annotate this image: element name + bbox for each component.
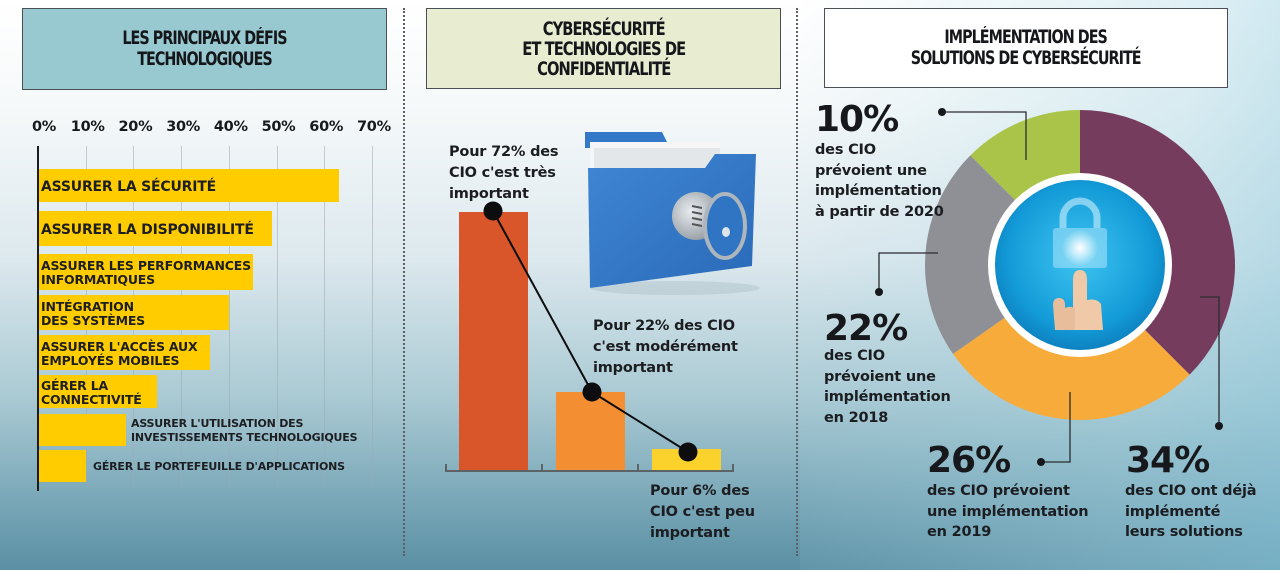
gridline [276,146,278,486]
padlock-hand-icon [988,173,1172,357]
bar [39,450,86,482]
x-tick-label: 10% [70,119,105,135]
data-point-marker [483,201,503,221]
leader-dot [875,288,883,296]
bar-label: ASSURER L'ACCÈS AUX EMPLOYÉS MOBILES [41,338,198,368]
callout-26-desc: des CIO prévoient une implémentation en … [927,483,1089,540]
axis-tick [541,464,543,472]
bar-label: GÉRER LA CONNECTIVITÉ [41,377,142,407]
x-axis-baseline [446,470,734,472]
middle-panel-title-text: CYBERSÉCURITÉ ET TECHNOLOGIES DE CONFIDE… [522,17,686,80]
label-low-importance: Pour 6% des CIO c'est peu important [650,483,755,541]
bar [39,295,229,330]
bar [39,254,253,290]
callout-26-percent: 26% [927,440,1011,481]
data-point-marker [582,382,602,402]
leader-dot [1037,458,1045,466]
label-moderately-important: Pour 22% des CIO c'est modérément import… [593,318,738,376]
x-tick-label: 30% [166,119,200,135]
axis-tick [732,464,734,472]
leader-dot [1215,422,1223,430]
bar [39,414,127,446]
callout-22-desc: des CIO prévoient une implémentation en … [824,348,951,426]
y-axis-line [37,146,39,491]
middle-panel-title: CYBERSÉCURITÉ ET TECHNOLOGIES DE CONFIDE… [426,8,781,89]
gridline [228,146,230,486]
left-panel-title: LES PRINCIPAUX DÉFIS TECHNOLOGIQUES [22,8,387,90]
bar [39,375,158,408]
bar [39,169,339,202]
axis-tick [637,464,639,472]
folder-key-icon [585,132,760,295]
callout-34-desc: des CIO ont déjà implémenté leurs soluti… [1125,483,1257,540]
leader-dot [938,108,946,116]
left-panel-title-text: LES PRINCIPAUX DÉFIS TECHNOLOGIQUES [122,28,287,70]
callout-10-desc: des CIO prévoient une implémentation à p… [815,142,944,220]
gridline [324,146,326,486]
gridline [371,146,373,486]
donut-segment [1080,110,1235,375]
label-very-important: Pour 72% des CIO c'est très important [449,144,559,202]
callout-34-percent: 34% [1126,440,1210,481]
right-panel-title: IMPLÉMENTATION DES SOLUTIONS DE CYBERSÉC… [824,8,1228,88]
callout-22-percent: 22% [824,308,908,349]
callout-10-percent: 10% [815,99,899,140]
bar-label: INTÉGRATION DES SYSTÈMES [41,298,145,328]
x-tick-label: 70% [356,119,391,135]
bar [39,211,272,246]
bar-label: GÉRER LE PORTEFEUILLE D'APPLICATIONS [93,460,345,473]
bar [39,335,210,370]
bar-label: ASSURER LA SÉCURITÉ [41,178,216,195]
right-panel-title-text: IMPLÉMENTATION DES SOLUTIONS DE CYBERSÉC… [911,27,1142,69]
data-point-marker [678,442,698,462]
x-tick-label: 0% [31,119,57,135]
dotted-separator-1 [403,8,405,556]
bar-label: ASSURER LA DISPONIBILITÉ [41,221,254,238]
x-tick-label: 20% [118,119,153,135]
axis-tick [445,464,447,472]
dotted-separator-2 [796,8,798,556]
x-tick-label: 50% [261,119,296,135]
x-tick-label: 60% [309,119,344,135]
donut-segment [924,155,1018,354]
bar-label: ASSURER LES PERFORMANCES INFORMATIQUES [41,258,251,287]
bar-label: ASSURER L'UTILISATION DES INVESTISSEMENT… [131,417,358,444]
x-tick-label: 40% [213,119,248,135]
